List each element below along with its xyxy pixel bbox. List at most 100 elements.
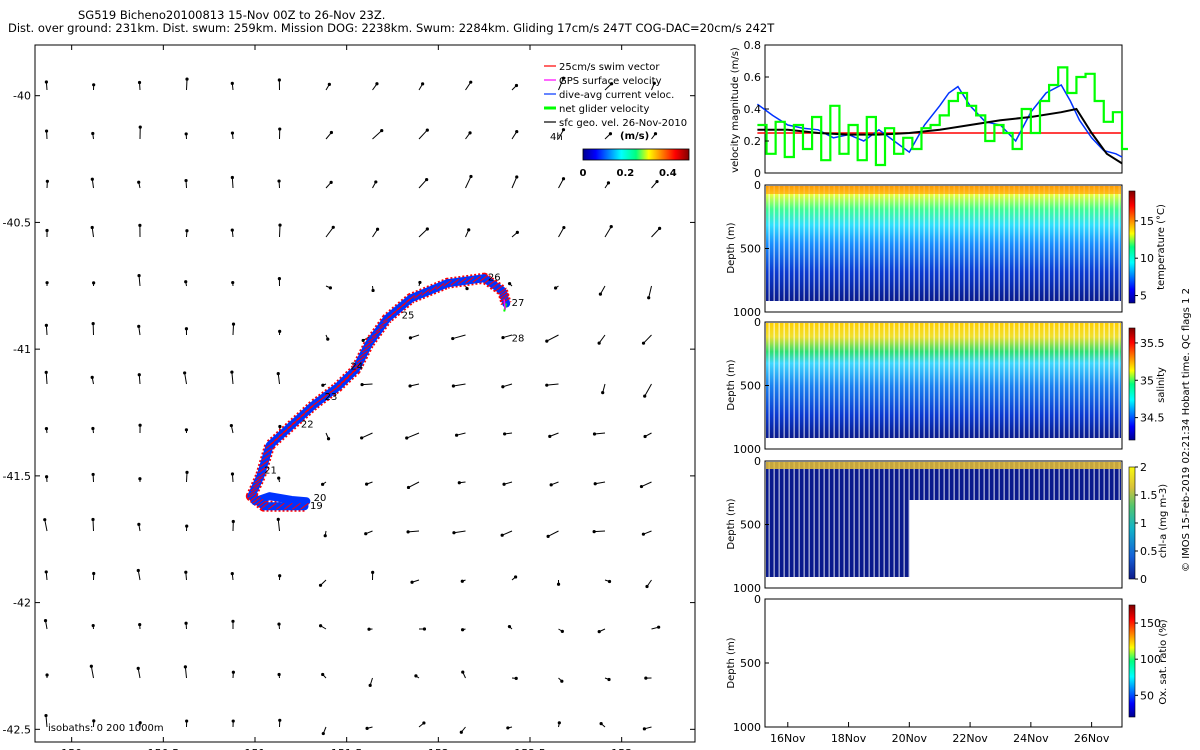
geo-vector-arrow bbox=[44, 570, 48, 581]
geo-vector-arrow bbox=[604, 132, 613, 140]
geo-vector-arrow bbox=[138, 623, 142, 630]
swim-vector-tick bbox=[291, 417, 301, 425]
geo-vector-arrow bbox=[230, 571, 234, 581]
geo-vector-arrow bbox=[651, 81, 656, 91]
glider-track bbox=[245, 272, 512, 512]
geo-vector-arrow bbox=[325, 130, 334, 140]
depth-tick-label: 0 bbox=[754, 179, 761, 192]
geo-vector-arrow bbox=[92, 571, 96, 581]
geo-vector-arrow bbox=[558, 225, 566, 238]
geo-vector-arrow bbox=[325, 432, 331, 441]
geo-vector-arrow bbox=[465, 285, 469, 291]
geo-vector-arrow bbox=[604, 181, 611, 189]
date-tick-label: 26Nov bbox=[1074, 732, 1110, 745]
swim-vector-tick bbox=[498, 289, 508, 297]
depth-tick-label: 0 bbox=[754, 593, 761, 606]
colorbar-tick-label: 100 bbox=[1140, 653, 1161, 666]
geo-vector-arrow bbox=[558, 177, 566, 189]
map-colorbar-tick: 0.2 bbox=[617, 168, 635, 179]
geo-vector-arrow bbox=[138, 223, 142, 238]
swim-vector-tick bbox=[282, 425, 292, 433]
geo-vector-arrow bbox=[455, 432, 466, 437]
map-ytick-label: -41.5 bbox=[3, 470, 31, 483]
geo-vector-arrow bbox=[44, 427, 49, 434]
date-tick-label: 24Nov bbox=[1013, 732, 1049, 745]
geo-vector-arrow bbox=[406, 530, 420, 534]
geo-vector-arrow bbox=[325, 285, 332, 290]
map-xtick-label: 150.5 bbox=[148, 747, 180, 750]
swim-vector-tick bbox=[361, 345, 371, 353]
geo-vector-arrow bbox=[184, 428, 189, 434]
swim-vector-tick bbox=[413, 292, 423, 299]
colorbar-tick-label: 5 bbox=[1140, 290, 1147, 303]
geo-vector-arrow bbox=[230, 370, 234, 385]
geo-vector-arrow bbox=[501, 334, 513, 340]
geo-vector-arrow bbox=[278, 574, 282, 581]
geo-vector-arrow bbox=[511, 676, 518, 680]
geo-vector-arrow bbox=[418, 128, 429, 140]
map-ytick-label: -42.5 bbox=[3, 723, 31, 736]
map-ytick-label: -40.5 bbox=[3, 216, 31, 229]
geo-vector-arrow bbox=[641, 334, 652, 345]
geo-vector-arrow bbox=[644, 676, 652, 680]
salinity-ticks: 0 500 1000 bbox=[733, 316, 769, 456]
geo-vector-arrow bbox=[511, 175, 519, 189]
colorbar-tick-label: 1.5 bbox=[1140, 489, 1158, 502]
geo-vector-arrow bbox=[511, 129, 519, 140]
geo-vector-arrow bbox=[318, 624, 327, 630]
geo-vector-arrow bbox=[558, 128, 566, 140]
map-colorbar-tick: 0 bbox=[580, 168, 587, 179]
geo-vector-arrow bbox=[546, 530, 559, 538]
geo-vector-arrow bbox=[91, 322, 95, 336]
geo-vector-arrow bbox=[231, 280, 235, 287]
geo-vector-arrow bbox=[91, 517, 95, 532]
colorbar-tick-label: 35 bbox=[1140, 374, 1154, 387]
day-label: 19 bbox=[310, 501, 323, 512]
geo-vector-arrow bbox=[136, 568, 141, 581]
geo-vector-arrow bbox=[418, 82, 425, 91]
swim-vector-tick bbox=[250, 484, 260, 492]
geo-vector-arrow bbox=[91, 472, 95, 483]
geo-vector-arrow bbox=[137, 273, 141, 287]
day-label: 22 bbox=[301, 420, 314, 431]
geo-vector-arrow bbox=[604, 225, 613, 238]
geo-vector-arrow bbox=[599, 721, 606, 728]
swim-vector-tick bbox=[263, 448, 273, 455]
geo-vector-arrow bbox=[601, 383, 606, 395]
swim-vector-tick bbox=[254, 498, 264, 506]
temperature-cbar-label: temperature (°C) bbox=[1156, 204, 1167, 290]
surface-bloom-layer bbox=[766, 462, 1121, 469]
geo-vector-arrow bbox=[323, 530, 327, 538]
swim-vector-tick bbox=[256, 472, 265, 480]
map-ticks: 150 150.5 151 151.5 152 152.5 153 -40 -40.5 -41 -4… bbox=[3, 45, 695, 750]
geo-vector-arrow bbox=[364, 530, 373, 536]
geo-vector-arrow bbox=[229, 423, 234, 434]
geo-vector-arrow bbox=[90, 225, 94, 238]
swim-vector-tick bbox=[356, 355, 366, 363]
map-xtick-label: 152 bbox=[428, 747, 449, 750]
geo-vector-arrow bbox=[503, 432, 513, 436]
geo-vector-arrow bbox=[645, 579, 652, 589]
swim-vector-tick bbox=[500, 295, 510, 302]
salinity-data bbox=[766, 323, 1121, 438]
geo-vector-arrow bbox=[365, 481, 373, 486]
geo-vector-arrow bbox=[43, 618, 48, 630]
geo-vector-arrow bbox=[44, 713, 48, 728]
figure-title: SG519 Bicheno20100813 15-Nov 00Z to 26-N… bbox=[8, 9, 774, 35]
geo-vector-arrow bbox=[137, 373, 141, 385]
depth-tick-label: 500 bbox=[740, 519, 761, 532]
geo-vector-arrow bbox=[592, 432, 606, 436]
geo-vector-arrow bbox=[597, 628, 606, 634]
geo-vector-arrow bbox=[365, 726, 373, 730]
date-tick-label: 18Nov bbox=[831, 732, 867, 745]
geo-vector-arrow bbox=[406, 481, 420, 490]
geo-vector-arrow bbox=[184, 570, 188, 581]
geo-vector-arrow bbox=[549, 481, 559, 487]
swim-vector-tick bbox=[487, 279, 496, 287]
oxygen-colorbar-ticks: 50 100 150 bbox=[1135, 617, 1161, 702]
geo-vector-arrow bbox=[231, 619, 235, 630]
map-colorbar-tick: 0.4 bbox=[659, 168, 677, 179]
geo-vector-arrow bbox=[371, 570, 375, 581]
swim-vector-tick bbox=[257, 500, 266, 508]
swim-vector-tick bbox=[296, 413, 305, 421]
